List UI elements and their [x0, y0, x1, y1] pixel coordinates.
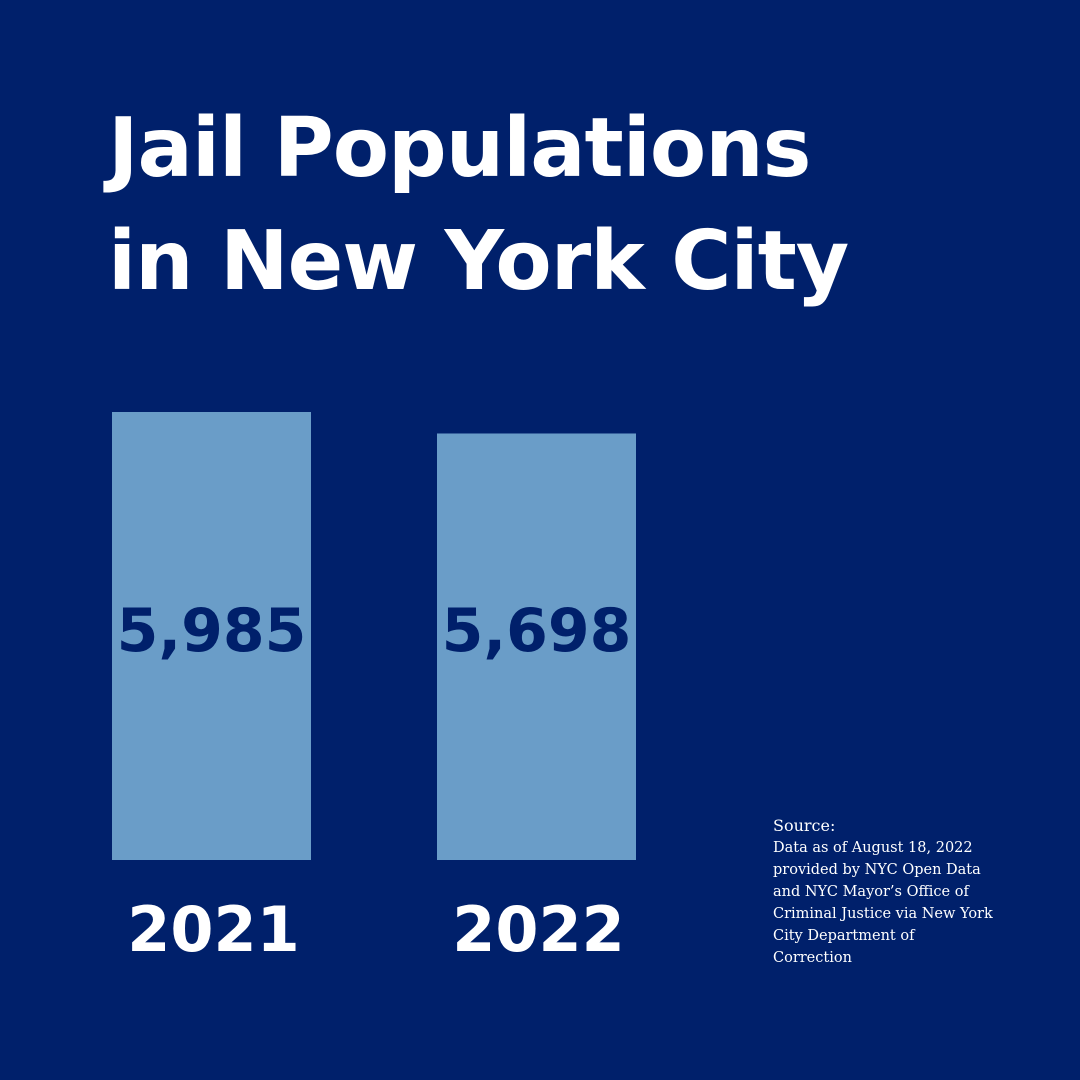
category-label-2022: 2022: [452, 893, 625, 966]
source-text: Data as of August 18, 2022 provided by N…: [773, 840, 993, 966]
bar-2022: [437, 433, 636, 860]
category-label-2021: 2021: [127, 893, 300, 966]
source-note: Source: Data as of August 18, 2022 provi…: [773, 815, 993, 969]
chart-title-line-1: Jail Populations: [108, 101, 811, 196]
bar-2021: [112, 412, 311, 860]
value-label-2021: 5,985: [117, 596, 307, 666]
source-heading: Source:: [773, 816, 836, 835]
chart-title: Jail Populations in New York City: [108, 92, 849, 318]
chart-title-line-2: in New York City: [108, 214, 849, 309]
value-label-2022: 5,698: [442, 596, 632, 666]
